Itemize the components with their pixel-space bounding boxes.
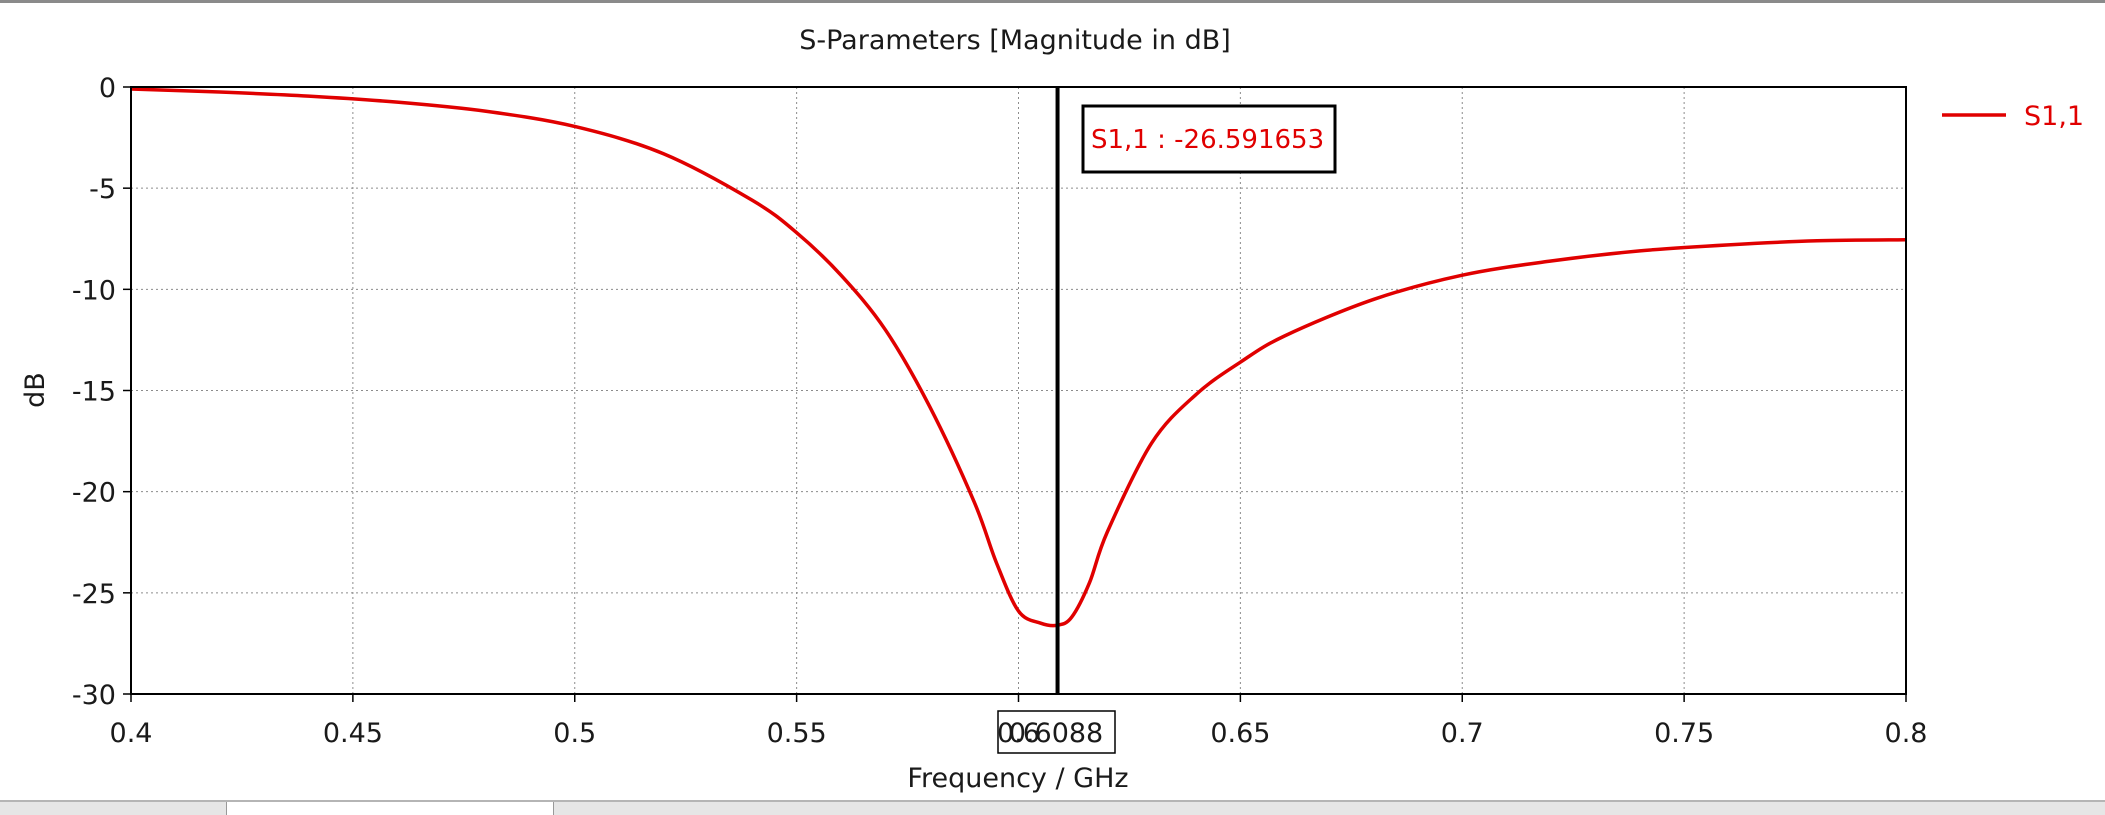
marker-x-label-box [997, 710, 1116, 754]
legend: S1,1 [1942, 101, 2084, 132]
series-line-s11 [130, 87, 1907, 628]
window-top-border [0, 0, 2105, 3]
grid [131, 87, 1906, 694]
x-axis-ticks: 0.4 0.45 0.5 0.55 0.6 0.65 0.7 0.75 0.8 [110, 694, 1928, 749]
y-tick-label: -25 [72, 579, 116, 610]
marker-layer: S1,1 : -26.591653 0.6088 [997, 87, 1337, 754]
x-tick-label: 0.6 [997, 718, 1040, 749]
y-tick-label: -30 [72, 680, 116, 711]
marker-annotation-text: S1,1 : -26.591653 [1091, 125, 1324, 155]
tab-2[interactable] [226, 802, 554, 815]
x-tick-label: 0.45 [323, 718, 383, 749]
y-tick-label: -10 [72, 275, 116, 306]
x-tick-label: 0.75 [1654, 718, 1714, 749]
y-tick-label: -20 [72, 478, 116, 509]
y-axis-ticks: 0 -5 -10 -15 -20 -25 -30 [72, 73, 131, 711]
marker-x-label: 0.6088 [1009, 718, 1103, 749]
x-tick-label: 0.5 [553, 718, 596, 749]
x-tick-label: 0.55 [767, 718, 827, 749]
x-tick-label: 0.65 [1210, 718, 1270, 749]
marker-annotation-box [1081, 104, 1337, 174]
x-tick-label: 0.4 [110, 718, 153, 749]
y-axis-label: dB [20, 372, 51, 408]
y-tick-label: -15 [72, 377, 116, 408]
series-layer [130, 87, 1907, 628]
y-tick-label: -5 [89, 174, 116, 205]
y-tick-label: 0 [99, 73, 116, 104]
tab-bar [0, 800, 2105, 815]
x-axis-label: Frequency / GHz [907, 763, 1128, 794]
tab-1[interactable] [0, 802, 229, 815]
chart-title: S-Parameters [Magnitude in dB] [799, 25, 1231, 56]
x-tick-label: 0.7 [1441, 718, 1484, 749]
x-tick-label: 0.8 [1885, 718, 1928, 749]
legend-label: S1,1 [2024, 101, 2084, 132]
